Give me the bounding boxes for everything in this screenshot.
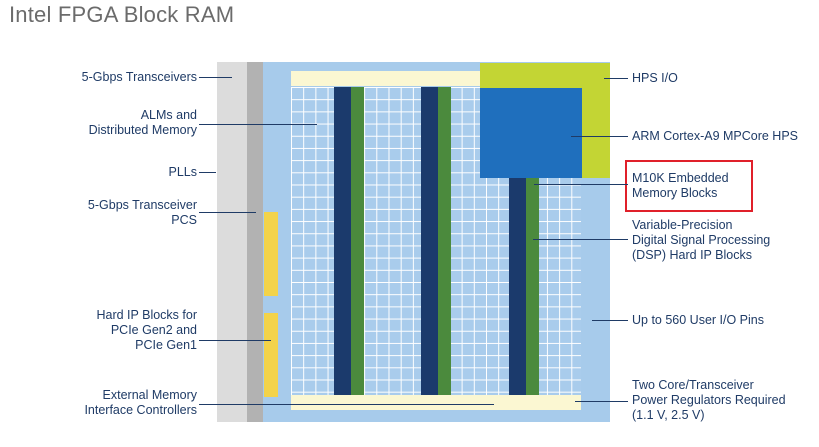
label-m10k-line1: M10K Embedded	[632, 171, 729, 185]
hard-ip-block-1	[264, 212, 278, 296]
leader-transceivers	[199, 77, 232, 78]
label-transceiver-pcs: 5-Gbps Transceiver PCS	[88, 198, 197, 228]
leader-pcs	[199, 212, 256, 213]
label-alms: ALMs and Distributed Memory	[89, 108, 197, 138]
label-m10k: M10K Embedded Memory Blocks	[632, 171, 729, 201]
label-hps-io: HPS I/O	[632, 71, 678, 85]
label-regulators: Two Core/Transceiver Power Regulators Re…	[632, 378, 786, 423]
hard-ip-block-2	[264, 313, 278, 397]
label-emif-line2: Interface Controllers	[84, 403, 197, 417]
label-reg-line2: Power Regulators Required	[632, 393, 786, 407]
dsp-column-2	[438, 87, 451, 395]
label-emif-line1: External Memory	[102, 388, 197, 402]
label-reg-line1: Two Core/Transceiver	[632, 378, 754, 392]
leader-regulators	[575, 401, 628, 402]
label-dsp-line3: (DSP) Hard IP Blocks	[632, 248, 752, 262]
leader-m10k	[534, 184, 628, 185]
leader-hps-io	[604, 78, 628, 79]
leader-arm-hps	[571, 136, 628, 137]
m10k-highlight-box	[625, 160, 753, 212]
leader-user-io	[592, 320, 628, 321]
label-pcs-line1: 5-Gbps Transceiver	[87, 198, 197, 212]
label-emif: External Memory Interface Controllers	[84, 388, 197, 418]
label-hardip-line1: Hard IP Blocks for	[96, 308, 197, 322]
bottom-bus-bar	[291, 395, 581, 410]
leader-dsp	[533, 239, 628, 240]
m10k-column-1	[334, 87, 351, 395]
transceiver-pma-strip	[247, 62, 263, 422]
leader-emif	[199, 404, 494, 405]
top-bus-bar	[291, 71, 480, 86]
m10k-column-3	[509, 178, 526, 395]
transceiver-column	[217, 62, 247, 422]
label-alms-line1: ALMs and	[140, 108, 197, 122]
label-dsp-line2: Digital Signal Processing	[632, 233, 771, 247]
label-m10k-line2: Memory Blocks	[632, 186, 718, 200]
dsp-column-1	[351, 87, 364, 395]
label-hardip-line2: PCIe Gen2 and	[110, 323, 197, 337]
leader-plls	[199, 172, 216, 173]
leader-alms	[199, 124, 317, 125]
label-user-io: Up to 560 User I/O Pins	[632, 313, 765, 327]
label-plls: PLLs	[168, 165, 198, 179]
label-dsp: Variable-Precision Digital Signal Proces…	[632, 218, 770, 263]
arm-hps-block	[480, 88, 582, 178]
label-hardip-line3: PCIe Gen1	[135, 338, 197, 352]
label-reg-line3: (1.1 V, 2.5 V)	[632, 408, 705, 422]
label-transceivers: 5-Gbps Transceivers	[81, 70, 197, 84]
label-pcs-line2: PCS	[171, 213, 197, 227]
leader-hard-ip	[199, 340, 271, 341]
label-arm-hps: ARM Cortex-A9 MPCore HPS	[632, 129, 799, 143]
m10k-column-2	[421, 87, 438, 395]
label-dsp-line1: Variable-Precision	[632, 218, 733, 232]
label-alms-line2: Distributed Memory	[88, 123, 197, 137]
dsp-column-3	[526, 178, 539, 395]
page-title: Intel FPGA Block RAM	[9, 2, 235, 27]
label-hard-ip: Hard IP Blocks for PCIe Gen2 and PCIe Ge…	[96, 308, 197, 353]
